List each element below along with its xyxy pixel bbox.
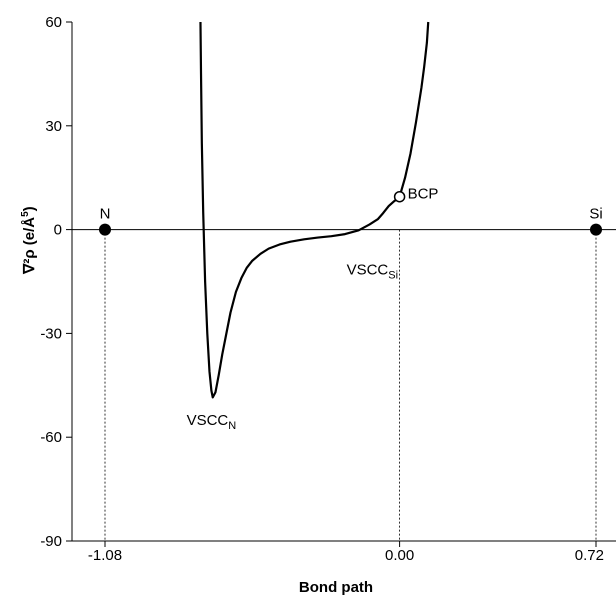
point-label: N bbox=[100, 206, 111, 223]
series-layer bbox=[199, 21, 430, 399]
y-axis-title: ∇²ρ (e/Å5) bbox=[20, 206, 38, 274]
x-axis-title: Bond path bbox=[299, 579, 373, 596]
point-label: Si bbox=[589, 206, 602, 223]
ticks: 60 30 0 -30 -60 -90 -1.08 0.00 0.72 bbox=[40, 14, 604, 564]
y-axis-title-main: ∇²ρ (e/Å bbox=[21, 217, 38, 275]
y-tick-label: -30 bbox=[40, 325, 62, 342]
y-tick-label: 0 bbox=[54, 222, 62, 239]
series-line bbox=[199, 21, 430, 399]
x-tick-label: 0.72 bbox=[575, 547, 604, 564]
annotations-layer: VSCCN VSCCSi bbox=[187, 261, 398, 432]
atom-point bbox=[590, 223, 602, 236]
axes bbox=[71, 22, 616, 542]
x-tick-label: -1.08 bbox=[88, 547, 122, 564]
y-tick-label: -60 bbox=[40, 429, 62, 446]
y-tick-label: 30 bbox=[45, 118, 62, 135]
y-axis-title-end: ) bbox=[21, 206, 38, 211]
annotation-label: VSCCN bbox=[187, 412, 237, 432]
point-label: BCP bbox=[408, 186, 439, 203]
y-tick-label: -90 bbox=[40, 533, 62, 550]
annotation-label: VSCCSi bbox=[347, 261, 398, 281]
bcp-point bbox=[393, 190, 406, 203]
y-axis-title-sup: 5 bbox=[20, 211, 31, 217]
x-tick-label: 0.00 bbox=[385, 547, 414, 564]
y-tick-label: 60 bbox=[45, 14, 62, 31]
points-layer: N Si BCP bbox=[99, 186, 603, 236]
atom-point bbox=[99, 223, 111, 236]
